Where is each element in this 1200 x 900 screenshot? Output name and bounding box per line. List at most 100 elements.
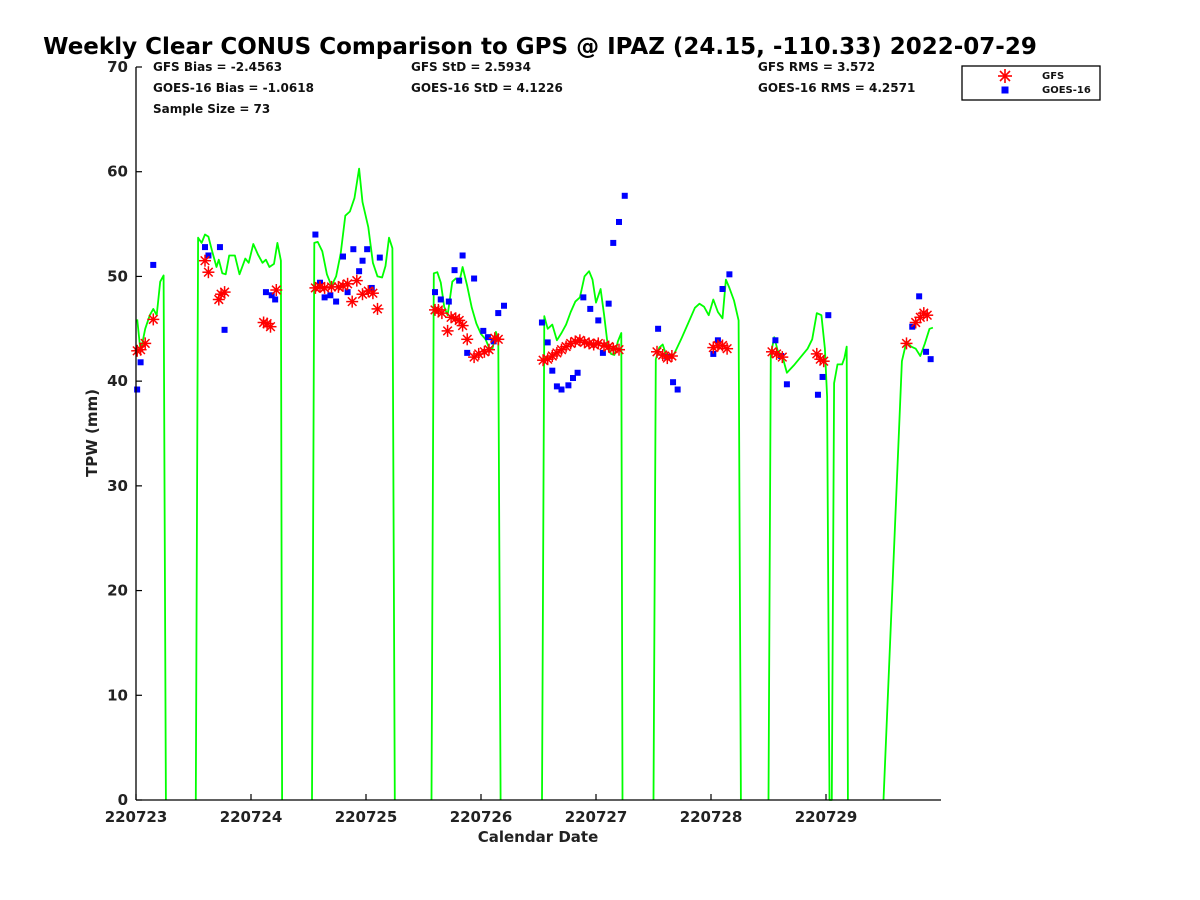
gfs-point: [139, 337, 152, 350]
goes16-point: [710, 350, 717, 357]
gfs-point: [350, 274, 363, 287]
y-ticks: 0 10 20 30 40 50 60 70: [107, 58, 142, 809]
goes16-point: [262, 289, 269, 296]
gfs-point: [900, 337, 913, 350]
goes16-point: [558, 386, 565, 393]
goes16-point: [221, 326, 228, 333]
goes16-points-layer: [134, 192, 934, 398]
line-segment: [767, 312, 849, 801]
goes16-point: [350, 246, 357, 253]
legend-label-goes16: GOES-16: [1042, 85, 1091, 96]
gfs-point: [492, 333, 505, 346]
goes16-point: [202, 244, 208, 251]
x-tick-label: 220728: [680, 808, 743, 826]
y-axis-label: TPW (mm): [83, 389, 101, 477]
gfs-point: [817, 355, 830, 368]
legend-gfs-marker: [998, 69, 1012, 83]
goes16-point: [674, 386, 681, 393]
gfs-point: [147, 313, 160, 326]
goes16-point: [610, 239, 617, 246]
goes16-point: [495, 310, 502, 317]
y-tick-label: 20: [107, 582, 128, 600]
gfs-points-layer: [131, 254, 934, 368]
goes16-point: [268, 292, 275, 299]
gfs-point: [346, 295, 359, 308]
goes16-point: [464, 349, 471, 356]
goes16-point: [134, 386, 141, 393]
gfs-point: [264, 320, 277, 333]
goes16-point: [927, 356, 934, 363]
goes16-point: [544, 339, 551, 346]
goes16-point: [471, 275, 478, 282]
line-segment: [311, 167, 396, 801]
goes16-point: [783, 381, 790, 388]
x-tick-label: 220724: [220, 808, 283, 826]
goes16-point: [312, 231, 319, 238]
gfs-point: [341, 277, 354, 290]
goes16-point: [616, 218, 622, 225]
x-axis-label: Calendar Date: [478, 828, 599, 846]
goes16-point: [480, 327, 487, 334]
goes16-point: [216, 244, 223, 251]
goes16-point: [356, 268, 363, 275]
gfs-point: [456, 319, 469, 332]
stats-block: GFS Bias = -2.4563 GFS StD = 2.5934 GFS …: [153, 60, 915, 116]
line-segment: [194, 233, 284, 801]
y-tick-label: 0: [118, 791, 128, 809]
goes16-point: [459, 252, 466, 259]
chart-title: Weekly Clear CONUS Comparison to GPS @ I…: [43, 34, 1037, 60]
y-tick-label: 60: [107, 163, 128, 181]
goes16-point: [205, 252, 212, 259]
goes16-point: [605, 300, 612, 307]
x-tick-label: 220725: [335, 808, 398, 826]
goes16-point: [432, 289, 438, 296]
goes16-point: [359, 257, 366, 264]
goes16-point: [364, 246, 371, 253]
goes16-point: [501, 302, 507, 309]
goes16-point: [570, 375, 576, 382]
goes16-point: [825, 312, 832, 319]
gfs-point: [483, 343, 495, 356]
goes16-point: [484, 334, 491, 341]
goes16-point: [923, 348, 930, 355]
y-tick-label: 30: [107, 477, 128, 495]
gfs-point: [461, 333, 474, 346]
gfs-point: [921, 309, 934, 322]
goes16-bias-stat: GOES-16 Bias = -1.0618: [153, 81, 314, 95]
goes16-point: [574, 369, 581, 376]
goes16-point: [916, 293, 923, 300]
gfs-point: [613, 343, 625, 356]
goes16-point: [456, 277, 463, 284]
x-tick-label: 220729: [795, 808, 858, 826]
gfs-std-stat: GFS StD = 2.5934: [411, 60, 531, 74]
goes16-point: [272, 296, 279, 303]
goes16-point: [565, 382, 572, 389]
gfs-point: [665, 350, 678, 362]
gfs-point: [721, 342, 734, 355]
gfs-point: [270, 284, 283, 296]
sample-size-stat: Sample Size = 73: [153, 102, 270, 116]
goes16-point: [670, 379, 677, 386]
gfs-point: [810, 347, 823, 360]
goes16-point: [553, 383, 560, 390]
legend-goes16-marker: [1001, 86, 1009, 94]
green-line-layer: [136, 167, 934, 801]
gfs-point: [776, 351, 789, 364]
gfs-point: [371, 302, 384, 315]
legend-label-gfs: GFS: [1042, 71, 1064, 82]
y-tick-label: 40: [107, 372, 128, 390]
goes16-point: [327, 292, 334, 299]
line-segment: [430, 266, 502, 801]
goes16-point: [376, 254, 383, 261]
line-segment: [652, 278, 742, 801]
gfs-point: [441, 324, 454, 337]
axes: [135, 67, 941, 801]
goes16-point: [445, 298, 452, 305]
goes16-point: [490, 338, 497, 345]
gfs-point: [537, 354, 550, 367]
goes16-point: [595, 317, 602, 324]
goes16-point: [538, 319, 545, 326]
gfs-point: [917, 307, 930, 320]
goes16-point: [719, 285, 726, 292]
